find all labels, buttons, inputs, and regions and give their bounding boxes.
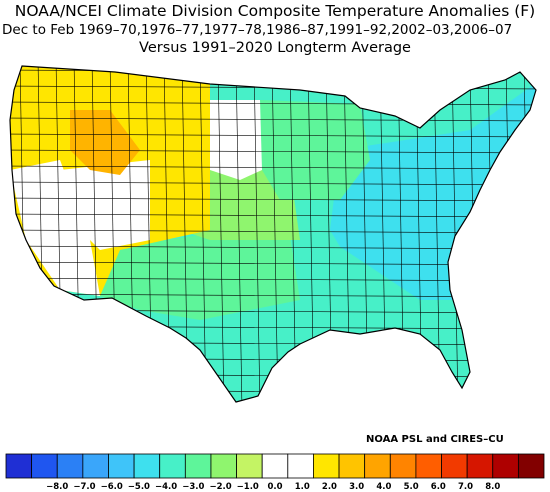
colorbar-tick-label: 5.0 xyxy=(404,482,419,492)
colorbar-tick-label: −4.0 xyxy=(155,482,177,492)
colorbar-tick-label: 4.0 xyxy=(376,482,391,492)
colorbar-cell xyxy=(210,453,237,479)
division-line xyxy=(253,66,261,402)
division-line xyxy=(10,389,536,394)
colorbar-cell xyxy=(313,453,340,479)
colorbar-cell xyxy=(287,453,314,479)
division-line xyxy=(542,60,548,410)
colorbar-legend: −8.0 −7.0 −6.0 −5.0 −4.0 −3.0 −2.0 −1.0 0.0 1.0 2.… xyxy=(5,453,545,492)
colorbar-cell xyxy=(441,453,468,479)
colorbar-tick-label: 0.0 xyxy=(267,482,282,492)
colorbar-tick-label: 1.0 xyxy=(295,482,310,492)
colorbar-tick-label: 2.0 xyxy=(322,482,337,492)
colorbar-cell xyxy=(364,453,391,479)
division-line xyxy=(10,197,536,202)
map-subtitle-years: Dec to Feb 1969–70,1976–77,1977–78,1986–… xyxy=(2,22,513,38)
colorbar-cell xyxy=(108,453,135,479)
colorbar-tick-label: −3.0 xyxy=(182,482,204,492)
colorbar-cell xyxy=(338,453,366,479)
colorbar-ticks: −8.0 −7.0 −6.0 −5.0 −4.0 −3.0 −2.0 −1.0 0.0 1.0 2.… xyxy=(46,482,500,492)
division-line xyxy=(10,165,536,170)
colorbar-cell xyxy=(492,453,519,479)
colorbar-tick-label: −6.0 xyxy=(101,482,123,492)
colorbar-tick-label: 3.0 xyxy=(349,482,364,492)
colorbar-tick-label: −5.0 xyxy=(128,482,150,492)
colorbar-cell xyxy=(261,453,289,479)
colorbar-cell xyxy=(236,453,263,479)
division-line xyxy=(10,101,536,106)
colorbar-cell xyxy=(184,453,212,479)
us-climate-division-map xyxy=(0,60,550,410)
division-line xyxy=(235,66,243,402)
colorbar-tick-label: 7.0 xyxy=(458,482,473,492)
colorbar-cell xyxy=(517,453,545,479)
colorbar-cell xyxy=(466,453,494,479)
division-line xyxy=(10,213,536,218)
northern-plains-region xyxy=(200,100,262,180)
colorbar-cell xyxy=(415,453,442,479)
colorbar-tick-label: 6.0 xyxy=(431,482,446,492)
division-line xyxy=(0,406,550,409)
colorbar-cell xyxy=(31,453,58,479)
colorbar-cell xyxy=(133,453,161,479)
colorbar-cells xyxy=(5,453,545,479)
colorbar-tick-label: −1.0 xyxy=(237,482,259,492)
colorbar-cell xyxy=(389,453,417,479)
division-line xyxy=(271,66,279,402)
colorbar-tick-label: −8.0 xyxy=(46,482,68,492)
colorbar-cell xyxy=(159,453,186,479)
credit-label: NOAA PSL and CIRES–CU xyxy=(366,434,504,445)
colorbar-tick-label: 8.0 xyxy=(485,482,500,492)
colorbar-tick-label: −7.0 xyxy=(73,482,95,492)
upper-midwest-region xyxy=(250,100,370,200)
division-line xyxy=(10,181,536,186)
colorbar-cell xyxy=(82,453,109,479)
division-line xyxy=(10,133,536,138)
idaho-montana-core-region xyxy=(70,110,140,175)
division-line xyxy=(199,66,207,402)
colorbar-cell xyxy=(5,453,33,479)
colorbar-tick-label: −2.0 xyxy=(209,482,231,492)
division-line xyxy=(217,66,225,402)
division-line xyxy=(10,117,536,122)
division-line xyxy=(10,149,536,154)
colorbar-cell xyxy=(56,453,84,479)
map-title: NOAA/NCEI Climate Division Composite Tem… xyxy=(14,2,536,20)
map-subtitle-baseline: Versus 1991–2020 Longterm Average xyxy=(139,40,411,56)
